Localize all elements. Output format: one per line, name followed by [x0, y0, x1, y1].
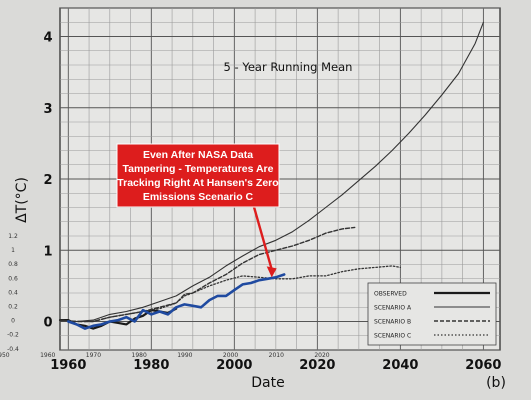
y-tick-label: 2 [43, 173, 52, 188]
y-axis-label: ΔT(°C) [14, 177, 30, 223]
annotation-text-line: Emissions Scenario C [143, 191, 254, 203]
series-line-scenario-b [59, 226, 356, 323]
x-tick-label: 1960 [50, 358, 86, 373]
overlay-x-tick-label: 1970 [86, 352, 101, 359]
y-tick-label: 0 [43, 316, 52, 331]
overlay-x-tick-label: 2010 [269, 352, 284, 359]
tick-labels: 1960198020002020204020600123419501960197… [0, 31, 501, 374]
legend-label: SCENARIO C [374, 333, 411, 340]
overlay-y-tick-label: -0.4 [7, 346, 19, 353]
y-tick-label: 3 [43, 102, 52, 117]
overlay-x-tick-label: 1980 [132, 352, 147, 359]
overlay-x-tick-label: 1990 [177, 352, 192, 359]
panel-label: (b) [486, 375, 506, 391]
y-tick-label: 4 [43, 31, 52, 46]
x-tick-label: 2040 [382, 358, 418, 373]
annotation-arrow [252, 206, 273, 270]
annotation-arrowhead [266, 266, 277, 278]
series-line-scenario-a [59, 21, 484, 323]
legend-label: SCENARIO A [374, 305, 412, 312]
x-tick-label: 1980 [133, 358, 169, 373]
series-line-temperatures [67, 273, 286, 330]
overlay-x-tick-label: 2020 [314, 352, 329, 359]
overlay-y-tick-label: 0.8 [8, 261, 18, 268]
legend-label: SCENARIO B [374, 319, 411, 326]
overlay-y-tick-label: 1.2 [8, 233, 18, 240]
chart-title: 5 - Year Running Mean [224, 60, 353, 74]
annotation-box [116, 143, 280, 208]
annotation: Even After NASA Data Tampering - Temperat… [116, 143, 280, 278]
overlay-y-tick-label: 0.2 [8, 304, 18, 311]
overlay-x-tick-label: 2000 [223, 352, 238, 359]
overlay-y-tick-label: 0.6 [8, 275, 18, 282]
overlay-y-tick-label: 0 [11, 318, 15, 325]
annotation-text-line: Tracking Right At Hansen's Zero [117, 177, 278, 189]
x-tick-label: 2020 [299, 358, 335, 373]
overlay-y-tick-label: 0.4 [8, 289, 18, 296]
annotation-text-line: Even After NASA Data [143, 149, 253, 161]
overlay-y-tick-label: -0.2 [7, 332, 19, 339]
overlay-x-tick-label: 1960 [40, 352, 55, 359]
overlay-x-tick-label: 1950 [0, 352, 10, 359]
overlay-y-tick-label: 1 [11, 247, 15, 254]
plot-area [58, 21, 484, 330]
x-axis-label: Date [251, 375, 284, 391]
x-tick-label: 2000 [216, 358, 252, 373]
legend-label: OBSERVED [374, 291, 407, 298]
x-tick-label: 2060 [465, 358, 501, 373]
series-line-scenario-c [59, 265, 402, 323]
legend: OBSERVED SCENARIO A SCENARIO B SCENARIO C [367, 282, 497, 346]
y-tick-label: 1 [43, 244, 52, 259]
annotation-text-line: Tampering - Temperatures Are [123, 163, 274, 175]
